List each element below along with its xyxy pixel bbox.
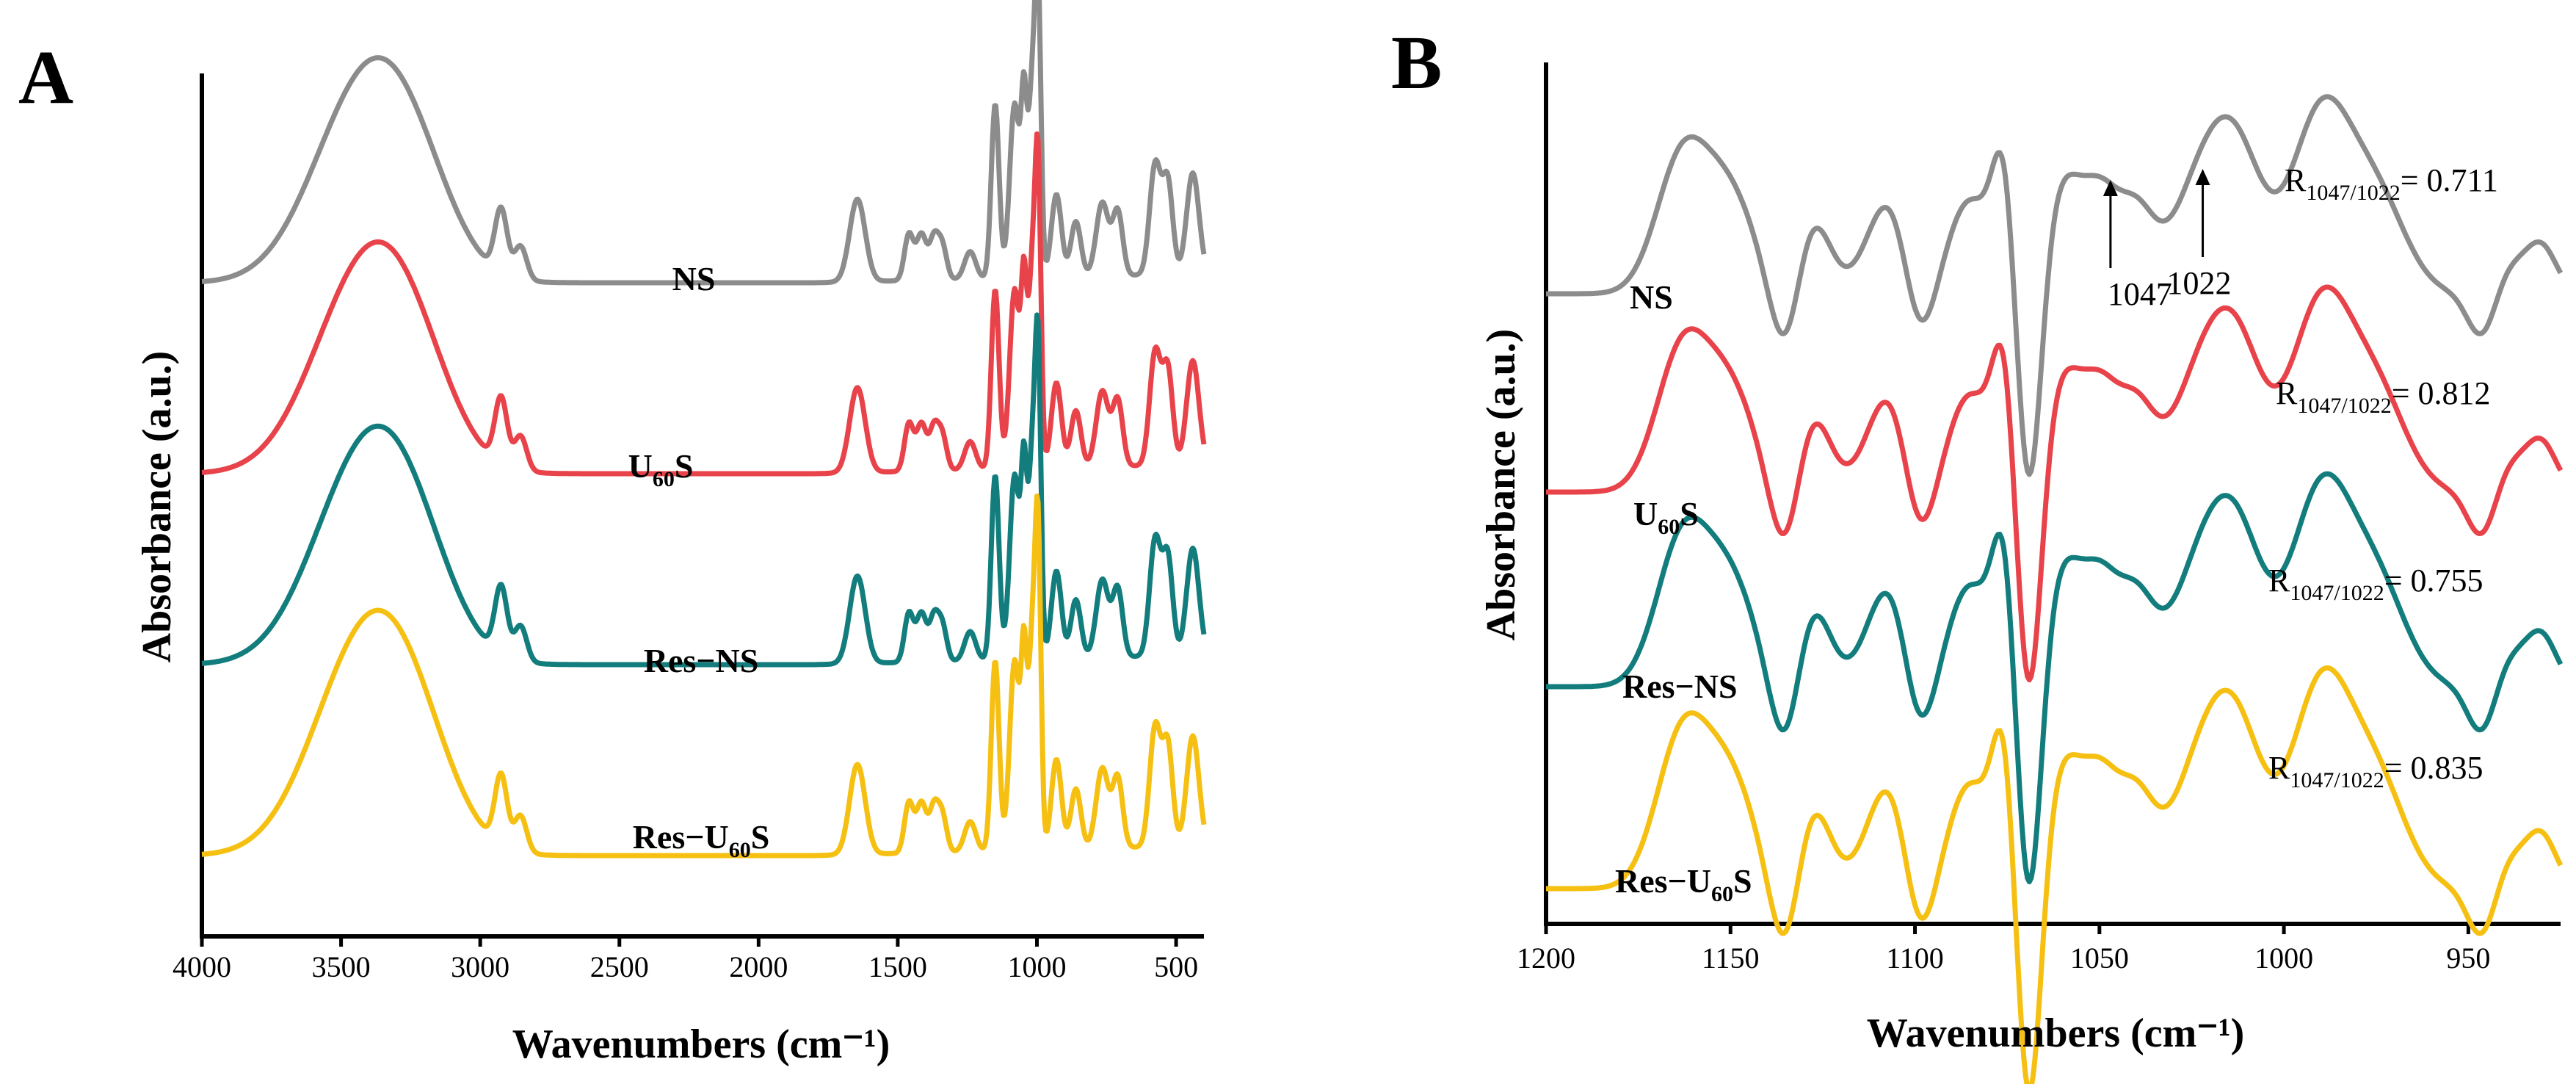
x-tick-label-1150: 1150 xyxy=(1702,942,1760,975)
x-tick-label-1100: 1100 xyxy=(1886,942,1944,975)
x-tick-label-1500: 1500 xyxy=(868,950,927,983)
panel-a-spectra xyxy=(200,0,1207,859)
series-line-res-u60s xyxy=(200,493,1207,859)
x-tick-label-500: 500 xyxy=(1154,950,1198,983)
ratio-label-res-ns: R1047/1022= 0.755 xyxy=(2268,563,2484,605)
x-tick-label-2000: 2000 xyxy=(729,950,788,983)
series-label-res-ns: Res−NS xyxy=(1622,668,1738,705)
series-line-ns xyxy=(200,0,1207,286)
arrow-head-1022 xyxy=(2195,169,2210,185)
x-tick-label-1000: 1000 xyxy=(1008,950,1067,983)
x-tick-label-1050: 1050 xyxy=(2070,942,2129,975)
annotation-label-1047: 1047 xyxy=(2108,276,2172,312)
series-label-ns: NS xyxy=(672,260,716,297)
series-line-ns xyxy=(1545,94,2564,477)
annotation-label-1022: 1022 xyxy=(2167,265,2232,301)
x-tick-label-3000: 3000 xyxy=(451,950,509,983)
series-label-u60s: U60S xyxy=(1633,495,1699,539)
panel-a-x-axis-title: Wavenumbers (cm⁻¹) xyxy=(512,1022,890,1067)
series-label-res-u60s: Res−U60S xyxy=(1615,862,1752,906)
series-label-res-u60s: Res−U60S xyxy=(633,818,770,862)
series-label-res-ns: Res−NS xyxy=(644,642,759,679)
panel-b-x-ticks: 1200 1150 1100 1050 1000 950 xyxy=(1517,924,2490,975)
series-line-res-u60s xyxy=(1545,665,2564,1084)
series-line-res-ns xyxy=(200,312,1207,668)
panel-a-x-ticks: 4000 3500 3000 2500 2000 1500 1000 500 xyxy=(173,936,1198,983)
panel-b-letter: B xyxy=(1391,21,1442,105)
x-tick-label-950: 950 xyxy=(2446,942,2490,975)
panel-b: B 1200 1150 1100 1050 1000 950 NS U60S Res−NS Re… xyxy=(1391,21,2564,1084)
series-label-u60s: U60S xyxy=(628,447,694,491)
panel-b-series-labels: NS U60S Res−NS Res−U60S xyxy=(1615,278,1752,906)
series-line-res-ns xyxy=(1545,471,2564,885)
x-tick-label-1200: 1200 xyxy=(1517,942,1575,975)
panel-b-y-axis-title: Absorbance (a.u.) xyxy=(1479,329,1524,641)
panel-a-letter: A xyxy=(18,35,73,120)
arrow-head-1047 xyxy=(2102,180,2118,196)
panel-a: A 4000 3500 3000 2500 2000 1500 1000 500 NS U60S… xyxy=(18,0,1207,1067)
panel-b-x-axis-title: Wavenumbers (cm⁻¹) xyxy=(1867,1011,2245,1056)
ratio-label-res-u60s: R1047/1022= 0.835 xyxy=(2268,750,2484,792)
ratio-label-u60s: R1047/1022= 0.812 xyxy=(2276,375,2491,418)
panel-a-series-labels: NS U60S Res−NS Res−U60S xyxy=(628,260,770,862)
series-line-u60s xyxy=(1545,284,2564,683)
x-tick-label-1000: 1000 xyxy=(2254,942,2313,975)
x-tick-label-3500: 3500 xyxy=(312,950,371,983)
ratio-label-ns: R1047/1022= 0.711 xyxy=(2285,162,2498,205)
series-line-u60s xyxy=(200,131,1207,477)
x-tick-label-4000: 4000 xyxy=(173,950,231,983)
series-label-ns: NS xyxy=(1630,278,1673,316)
x-tick-label-2500: 2500 xyxy=(590,950,649,983)
panel-b-ratio-labels: R1047/1022= 0.711 R1047/1022= 0.812 R1047/… xyxy=(2268,162,2498,792)
panel-a-y-axis-title: Absorbance (a.u.) xyxy=(134,351,180,663)
panel-b-spectra xyxy=(1545,94,2564,1084)
